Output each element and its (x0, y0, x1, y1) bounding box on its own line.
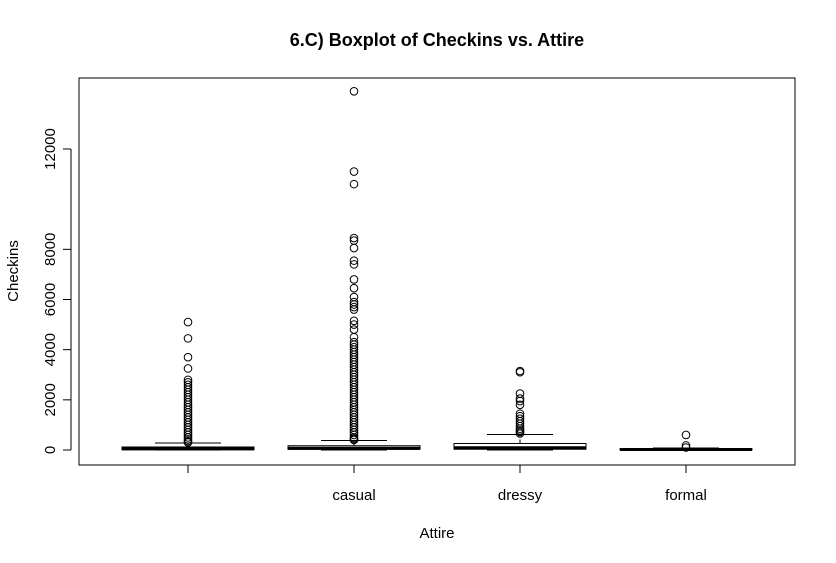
box-group (287, 87, 421, 451)
box-group (619, 430, 753, 452)
outlier-point (515, 400, 525, 410)
x-axis: casual dressy formal (187, 464, 707, 504)
outlier-point (349, 320, 359, 329)
box-group (121, 317, 255, 451)
outlier-point (349, 300, 359, 309)
outlier-point (349, 260, 359, 269)
x-tick-label: casual (332, 487, 375, 504)
outlier-point (515, 396, 525, 406)
outlier-point (349, 283, 359, 293)
outlier-point (349, 302, 359, 312)
y-tick-label: 8000 (42, 233, 59, 266)
outlier-point (515, 429, 525, 438)
outlier-point (349, 87, 359, 96)
y-tick-label: 2000 (42, 383, 59, 416)
outlier-point (349, 243, 359, 253)
outlier-point (349, 167, 359, 176)
outlier-point (183, 438, 193, 447)
box-group (453, 366, 587, 451)
y-tick-label: 6000 (42, 283, 59, 316)
outlier-point (515, 419, 525, 428)
outlier-point (183, 352, 193, 362)
y-tick-label: 12000 (42, 128, 59, 170)
y-tick-label: 4000 (42, 333, 59, 366)
y-axis-title: Checkins (5, 240, 22, 302)
x-tick-label: formal (665, 487, 707, 504)
outlier-point (681, 443, 691, 452)
outlier-point (515, 367, 525, 377)
outlier-point (183, 428, 193, 437)
outlier-point (349, 233, 359, 243)
outlier-point (349, 316, 359, 326)
x-tick-label: dressy (498, 487, 543, 504)
y-axis: 0 2000 4000 6000 8000 12000 (42, 128, 72, 454)
outlier-point (349, 325, 359, 334)
x-axis-title: Attire (419, 525, 454, 542)
outlier-point (349, 435, 359, 445)
chart-title: 6.C) Boxplot of Checkins vs. Attire (290, 30, 584, 50)
outlier-point (515, 394, 525, 403)
outlier-point (183, 334, 193, 343)
outlier-point (349, 305, 359, 314)
outlier-point (183, 317, 193, 327)
outlier-point (183, 364, 193, 373)
outlier-point (349, 430, 359, 440)
outlier-point (681, 430, 691, 440)
y-tick-label: 0 (42, 446, 59, 454)
outlier-point (349, 256, 359, 265)
boxes-layer (121, 87, 753, 452)
outlier-point (349, 275, 359, 284)
outlier-point (349, 179, 359, 189)
